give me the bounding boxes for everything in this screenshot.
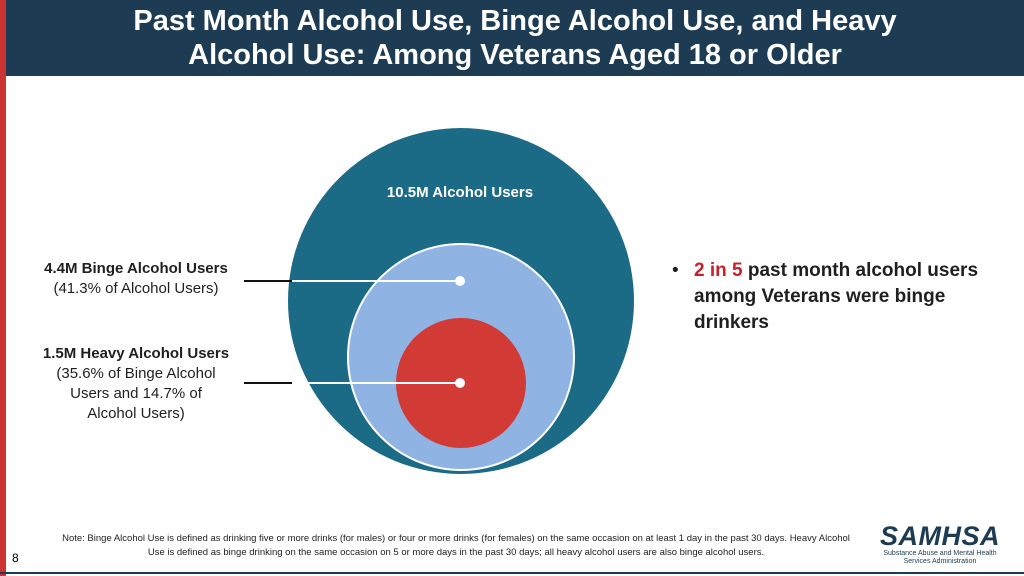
key-finding-highlight: 2 in 5 bbox=[694, 260, 743, 281]
heavy-users-sublabel-line-2: Users and 14.7% of bbox=[70, 385, 202, 402]
alcohol-users-label: 10.5M Alcohol Users bbox=[387, 184, 533, 201]
logo-subtitle-line-1: Substance Abuse and Mental Health bbox=[883, 550, 997, 557]
page-number: 8 bbox=[12, 551, 19, 565]
heavy-connector-dot bbox=[455, 378, 465, 388]
key-finding-text: 2 in 5 past month alcohol users among Ve… bbox=[694, 258, 992, 336]
accent-bar bbox=[0, 0, 6, 576]
binge-users-annotation: 4.4M Binge Alcohol Users (41.3% of Alcoh… bbox=[22, 259, 250, 299]
logo-wordmark: SAMHSA bbox=[880, 521, 1001, 551]
binge-users-label: 4.4M Binge Alcohol Users bbox=[44, 260, 228, 277]
footnote: Note: Binge Alcohol Use is defined as dr… bbox=[62, 533, 850, 558]
heavy-users-sublabel-line-3: Alcohol Users) bbox=[87, 405, 185, 422]
binge-users-sublabel: (41.3% of Alcohol Users) bbox=[53, 280, 219, 297]
logo-subtitle-line-2: Services Administration bbox=[903, 558, 977, 565]
key-finding-rest: past month alcohol users among Veterans … bbox=[694, 260, 979, 333]
footer-rule bbox=[0, 572, 1024, 574]
bullet-point-icon: • bbox=[672, 260, 679, 281]
samhsa-logo: SAMHSA Substance Abuse and Mental Health… bbox=[880, 522, 1000, 566]
binge-connector-dot bbox=[455, 276, 465, 286]
slide-title-line-1: Past Month Alcohol Use, Binge Alcohol Us… bbox=[133, 5, 897, 37]
key-finding-bullet: • 2 in 5 past month alcohol users among … bbox=[672, 258, 992, 336]
slide-title-line-2: Alcohol Use: Among Veterans Aged 18 or O… bbox=[188, 39, 842, 71]
heavy-users-label: 1.5M Heavy Alcohol Users bbox=[42, 345, 230, 362]
heavy-users-sublabel-line-1: (35.6% of Binge Alcohol bbox=[56, 365, 216, 382]
slide-title: Past Month Alcohol Use, Binge Alcohol Us… bbox=[6, 0, 1024, 76]
heavy-users-annotation: 1.5M Heavy Alcohol Users (35.6% of Binge… bbox=[22, 344, 250, 424]
